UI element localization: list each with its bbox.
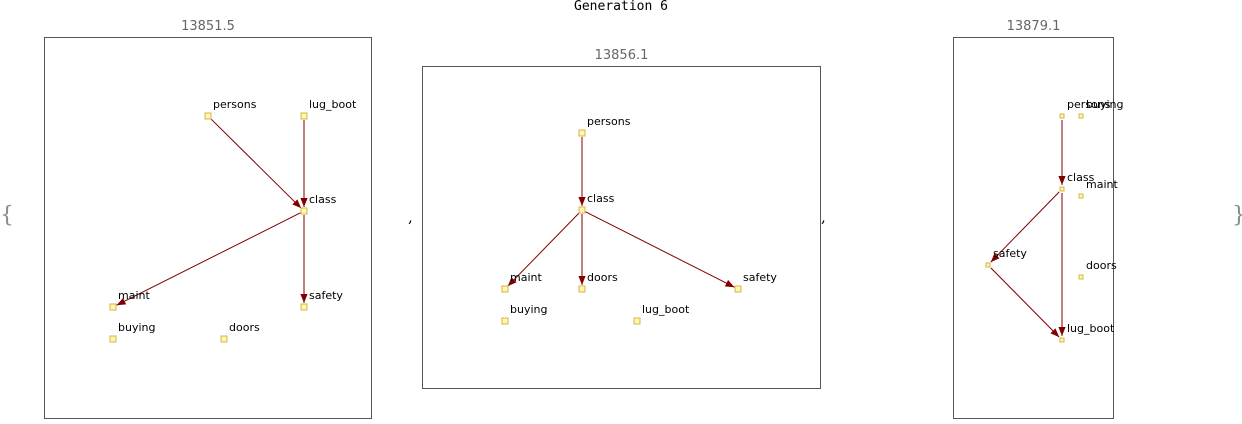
- figure-title: Generation 6: [574, 0, 668, 14]
- node-class: [1059, 186, 1065, 192]
- node-label-doors: doors: [229, 321, 260, 334]
- node-label-persons: persons: [1067, 98, 1111, 111]
- node-persons: [1059, 113, 1065, 119]
- node-label-buying: buying: [1086, 98, 1123, 111]
- graph-3-score: 13879.1: [1006, 19, 1061, 34]
- node-label-maint: maint: [510, 271, 542, 284]
- node-safety: [985, 262, 991, 268]
- edge-class-to-safety: [585, 211, 735, 288]
- node-safety: [300, 303, 308, 311]
- node-buying: [109, 335, 117, 343]
- node-label-class: class: [1067, 171, 1095, 184]
- node-doors: [1078, 274, 1084, 280]
- edge-class-to-maint: [507, 212, 580, 287]
- node-label-class: class: [587, 192, 615, 205]
- node-maint: [501, 285, 509, 293]
- node-buying: [1078, 113, 1084, 119]
- node-lug_boot: [1059, 337, 1065, 343]
- node-label-lug_boot: lug_boot: [309, 98, 357, 111]
- node-lug_boot: [300, 112, 308, 120]
- node-label-lug_boot: lug_boot: [1067, 322, 1115, 335]
- graph-2-svg: persons class maint doors safety buying lug_bo…: [501, 115, 777, 325]
- node-safety: [734, 285, 742, 293]
- node-persons: [204, 112, 212, 120]
- node-label-class: class: [309, 193, 337, 206]
- node-lug_boot: [633, 317, 641, 325]
- graph-2-panel: persons class maint doors safety buying lug_bo…: [422, 66, 821, 389]
- node-label-persons: persons: [587, 115, 631, 128]
- node-label-buying: buying: [118, 321, 155, 334]
- graph-2-score: 13856.1: [594, 48, 649, 63]
- edge-class-to-safety: [990, 191, 1060, 263]
- edge-class-to-maint: [116, 212, 301, 306]
- node-persons: [578, 129, 586, 137]
- node-class: [578, 206, 586, 214]
- close-brace: }: [1232, 203, 1242, 228]
- node-buying: [501, 317, 509, 325]
- edge-persons-to-class: [210, 118, 302, 209]
- node-label-maint: maint: [118, 289, 150, 302]
- node-doors: [220, 335, 228, 343]
- open-brace: {: [0, 203, 14, 228]
- node-label-safety: safety: [743, 271, 777, 284]
- node-label-maint: maint: [1086, 178, 1118, 191]
- node-label-lug_boot: lug_boot: [642, 303, 690, 316]
- node-label-safety: safety: [993, 247, 1027, 260]
- graph-3-panel: persons buying class maint safety doors lug_bo…: [953, 37, 1123, 419]
- separator-comma-1: ,: [408, 208, 413, 226]
- edge-safety-to-lug_boot: [990, 267, 1060, 338]
- node-label-doors: doors: [1086, 259, 1117, 272]
- node-maint: [109, 303, 117, 311]
- node-label-buying: buying: [510, 303, 547, 316]
- node-maint: [1078, 193, 1084, 199]
- node-doors: [578, 285, 586, 293]
- node-label-doors: doors: [587, 271, 618, 284]
- node-label-safety: safety: [309, 289, 343, 302]
- separator-comma-2: ,: [821, 208, 826, 226]
- node-label-persons: persons: [213, 98, 257, 111]
- node-class: [300, 207, 308, 215]
- graph-1-score: 13851.5: [181, 19, 235, 34]
